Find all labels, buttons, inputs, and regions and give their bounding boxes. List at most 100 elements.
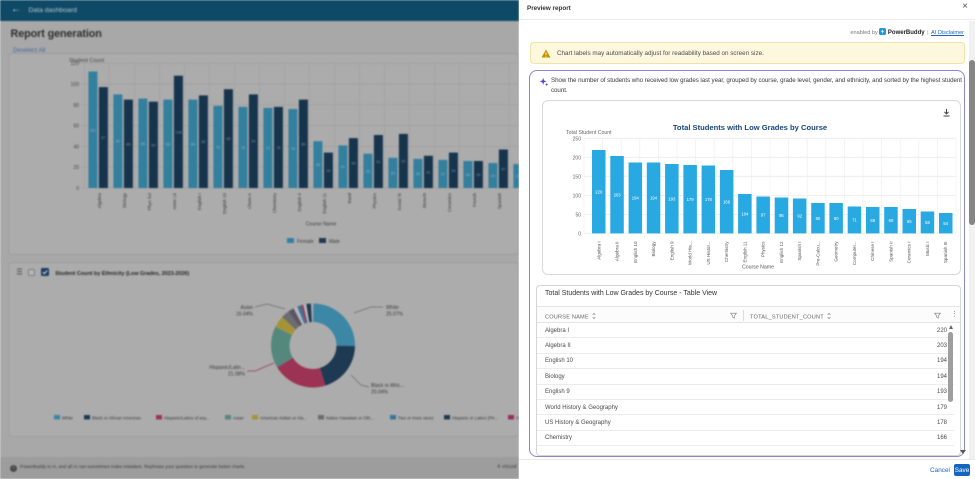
svg-text:Algebra: Algebra [97, 193, 102, 209]
svg-text:85: 85 [126, 142, 130, 146]
svg-text:Hispani: Hispani [516, 416, 519, 421]
svg-text:Native Hawaiian or Oth...: Native Hawaiian or Oth... [326, 416, 374, 421]
svg-text:Spanish II: Spanish II [889, 241, 894, 261]
svg-text:American Indian or Ala...: American Indian or Ala... [260, 416, 307, 421]
svg-text:Ceramics I: Ceramics I [907, 241, 912, 263]
svg-text:Black or Afric...: Black or Afric... [371, 383, 404, 389]
svg-text:79: 79 [216, 145, 220, 149]
svg-text:Computer...: Computer... [852, 241, 857, 265]
svg-text:Music I: Music I [925, 241, 930, 256]
svg-text:95: 95 [226, 137, 230, 141]
svg-text:150: 150 [573, 174, 582, 180]
svg-text:23: 23 [516, 175, 519, 179]
svg-text:37: 37 [501, 167, 505, 171]
svg-text:179: 179 [687, 197, 695, 202]
svg-text:0: 0 [76, 186, 79, 192]
svg-text:194: 194 [650, 196, 658, 201]
svg-text:Physics: Physics [372, 192, 377, 208]
svg-text:Black or African American: Black or African American [92, 416, 142, 421]
svg-text:20.04%: 20.04% [371, 390, 389, 396]
svg-text:Asian: Asian [240, 305, 253, 311]
svg-text:Two or more races: Two or more races [398, 416, 434, 421]
svg-text:Spanish III: Spanish III [943, 241, 948, 263]
svg-text:World His...: World His... [688, 241, 693, 265]
svg-text:24: 24 [491, 174, 495, 178]
svg-text:92: 92 [797, 214, 802, 219]
svg-text:80: 80 [834, 216, 839, 221]
svg-text:178: 178 [705, 197, 713, 202]
svg-text:166: 166 [723, 199, 731, 204]
svg-text:51: 51 [376, 160, 380, 164]
svg-text:Band: Band [347, 193, 352, 204]
svg-text:97: 97 [101, 136, 105, 140]
svg-text:Student Count: Student Count [69, 58, 105, 64]
svg-text:85: 85 [191, 142, 195, 146]
svg-text:194: 194 [632, 196, 640, 201]
svg-text:76: 76 [291, 147, 295, 151]
svg-text:60: 60 [73, 124, 79, 130]
svg-text:85: 85 [301, 142, 305, 146]
svg-text:Phys Sci: Phys Sci [147, 193, 152, 211]
svg-text:50: 50 [575, 212, 581, 218]
svg-text:41: 41 [341, 165, 345, 169]
svg-text:104: 104 [741, 211, 749, 216]
svg-text:White: White [386, 305, 399, 311]
svg-text:Biotech: Biotech [422, 193, 427, 209]
svg-text:English 12: English 12 [779, 241, 784, 263]
svg-text:69: 69 [870, 218, 875, 223]
svg-text:Chemistry: Chemistry [724, 241, 729, 262]
svg-text:112: 112 [90, 128, 96, 132]
svg-text:40: 40 [73, 144, 79, 150]
svg-text:95: 95 [779, 213, 784, 218]
svg-text:English 11: English 11 [322, 193, 327, 214]
svg-text:100: 100 [71, 82, 80, 88]
svg-text:English I: English I [197, 193, 202, 210]
svg-text:52: 52 [401, 160, 405, 164]
svg-text:71: 71 [852, 218, 857, 223]
svg-text:Hispanic/Latino of any...: Hispanic/Latino of any... [164, 416, 210, 421]
svg-text:Algebra II: Algebra II [615, 241, 620, 261]
svg-text:54: 54 [943, 221, 948, 226]
svg-text:34: 34 [326, 169, 330, 173]
svg-text:34: 34 [451, 169, 455, 173]
svg-text:Chemistry: Chemistry [272, 192, 277, 213]
svg-text:21.08%: 21.08% [228, 372, 246, 378]
svg-text:33: 33 [366, 169, 370, 173]
svg-text:97: 97 [761, 213, 766, 218]
svg-text:90: 90 [116, 140, 120, 144]
svg-text:90: 90 [251, 140, 255, 144]
svg-text:Geometry: Geometry [834, 241, 839, 262]
svg-text:Chinese I: Chinese I [870, 241, 875, 260]
svg-text:Amer Lit: Amer Lit [172, 192, 177, 210]
svg-text:Female: Female [297, 239, 314, 245]
svg-text:250: 250 [573, 136, 582, 142]
svg-text:58: 58 [925, 220, 930, 225]
svg-text:203: 203 [614, 192, 622, 197]
svg-text:83: 83 [151, 143, 155, 147]
svg-text:20: 20 [73, 165, 79, 171]
svg-text:Physics: Physics [761, 241, 766, 258]
svg-text:25.07%: 25.07% [386, 312, 404, 318]
svg-text:English 10: English 10 [633, 241, 638, 263]
svg-text:French: French [472, 193, 477, 208]
svg-text:78: 78 [241, 146, 245, 150]
svg-text:89: 89 [201, 140, 205, 144]
svg-text:Course Name: Course Name [306, 222, 337, 228]
svg-text:Total Students with Low Grades: Total Students with Low Grades by Course [673, 123, 827, 132]
svg-text:Algebra I: Algebra I [596, 241, 601, 259]
svg-text:English 11: English 11 [742, 241, 747, 263]
svg-text:Total Student Count: Total Student Count [566, 130, 612, 136]
svg-text:Hispanic or Latino (PK...: Hispanic or Latino (PK... [452, 416, 498, 421]
svg-text:Asian: Asian [233, 416, 244, 421]
svg-text:80: 80 [816, 216, 821, 221]
svg-text:English 9: English 9 [297, 193, 302, 212]
svg-text:65: 65 [907, 219, 912, 224]
svg-text:48: 48 [351, 162, 355, 166]
svg-text:Spanish: Spanish [497, 193, 502, 210]
svg-text:220: 220 [595, 189, 603, 194]
svg-text:69: 69 [889, 218, 894, 223]
svg-text:16.04%: 16.04% [236, 312, 254, 318]
svg-text:80: 80 [73, 103, 79, 109]
svg-text:Spanish I: Spanish I [797, 241, 802, 260]
svg-text:Pre-Calcu...: Pre-Calcu... [815, 241, 820, 265]
